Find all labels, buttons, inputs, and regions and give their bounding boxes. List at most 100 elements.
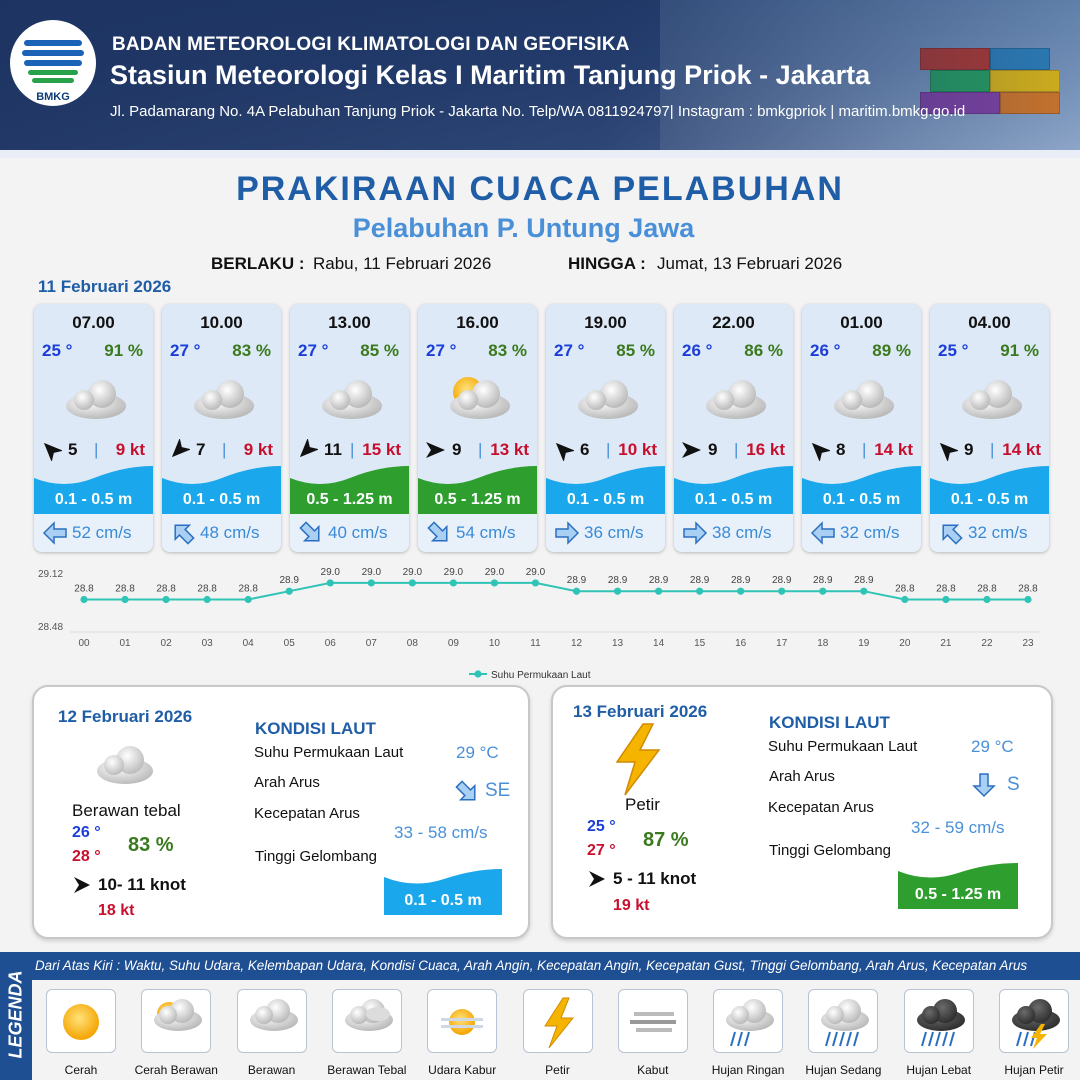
- wind-direction-icon: [680, 439, 702, 461]
- legend-description: Dari Atas Kiri : Waktu, Suhu Udara, Kele…: [35, 958, 1028, 973]
- day3-panel: 13 Februari 2026 Petir 25 ° 27 ° 87 % 5 …: [551, 685, 1053, 939]
- x-tick-label: 18: [817, 638, 829, 649]
- wind-speed: 6: [580, 440, 590, 459]
- sst-data-label: 29.0: [321, 567, 341, 578]
- legend-item-label: Berawan Tebal: [327, 1063, 407, 1077]
- sst-point: [80, 595, 88, 604]
- wind-speed: 8: [836, 440, 846, 459]
- sst-point: [983, 595, 991, 604]
- gust-speed: 15 kt: [362, 440, 401, 459]
- legend-item-label: Udara Kabur: [428, 1063, 497, 1077]
- wave-shape: [162, 466, 281, 514]
- forecast-temp: 27 °: [298, 341, 329, 360]
- sst-point: [778, 587, 786, 595]
- sst-point: [162, 595, 170, 604]
- sst-data-label: 28.8: [74, 584, 94, 595]
- day2-current-dir: SE: [485, 780, 511, 801]
- day2-current-speed-label: Kecepatan Arus: [254, 805, 360, 822]
- sst-data-label: 28.9: [772, 575, 792, 586]
- thick-cloud-icon: [344, 999, 393, 1031]
- forecast-humidity: 85 %: [360, 341, 399, 360]
- logo-wave: [28, 70, 78, 75]
- wind-direction-icon: [936, 439, 960, 463]
- legend-description-bar: Dari Atas Kiri : Waktu, Suhu Udara, Kele…: [32, 952, 1080, 980]
- sst-point: [449, 579, 457, 587]
- current-direction-icon: [938, 520, 964, 546]
- legend-item-label: Cerah Berawan: [134, 1063, 218, 1077]
- day3-wave: 0.5 - 1.25 m: [914, 886, 1002, 903]
- day3-temp-max: 27 °: [587, 842, 616, 859]
- sun-cloud-icon: [154, 999, 203, 1031]
- wave-height: 0.1 - 0.5 m: [182, 491, 261, 508]
- day3-wind: 5 - 11 knot: [613, 869, 697, 888]
- forecast-card: 22.00 26 ° 86 % 9 | 16 kt 0.1 - 0.5 m 38 cm/s: [674, 304, 793, 552]
- sst-point: [285, 587, 293, 595]
- day2-condition: Berawan tebal: [72, 801, 181, 820]
- header-banner: BMKG BADAN METEOROLOGI KLIMATOLOGI DAN G…: [0, 0, 1080, 158]
- current-speed: 54 cm/s: [456, 523, 516, 542]
- gust-speed: 14 kt: [874, 440, 913, 459]
- sst-point: [1024, 595, 1032, 604]
- org-name: BADAN METEOROLOGI KLIMATOLOGI DAN GEOFIS…: [112, 34, 630, 55]
- separator: |: [734, 440, 739, 459]
- x-tick-label: 04: [243, 638, 255, 649]
- separator: |: [990, 440, 995, 459]
- separator: |: [478, 440, 483, 459]
- thick-cloud-icon: [824, 370, 898, 424]
- day3-kondisi-label: KONDISI LAUT: [769, 713, 890, 732]
- lightning-icon: [615, 723, 661, 796]
- logo-wave: [32, 78, 74, 83]
- forecast-card: 10.00 27 ° 83 % 7 | 9 kt 0.1 - 0.5 m 48 cm/s: [162, 304, 281, 552]
- wind-direction-icon: [296, 437, 320, 461]
- thunderstorm-icon: [1012, 999, 1060, 1049]
- cloud-icon: [249, 999, 298, 1031]
- legend-item-label: Hujan Sedang: [805, 1063, 882, 1077]
- wave-height: 0.5 - 1.25 m: [434, 491, 521, 508]
- day2-wave: 0.1 - 0.5 m: [404, 892, 482, 909]
- sst-data-label: 28.9: [279, 575, 299, 586]
- sst-data-label: 28.9: [731, 575, 751, 586]
- legend: LEGENDA Dari Atas Kiri : Waktu, Suhu Uda…: [0, 952, 1080, 1080]
- separator: |: [222, 440, 227, 459]
- forecast-time: 07.00: [72, 313, 115, 332]
- light-rain-icon: [726, 999, 775, 1047]
- current-direction-icon: [298, 520, 324, 546]
- forecast-temp: 27 °: [426, 341, 457, 360]
- x-tick-label: 00: [78, 638, 90, 649]
- gust-speed: 13 kt: [490, 440, 529, 459]
- wave-height: 0.1 - 0.5 m: [694, 491, 773, 508]
- current-row: 32 cm/s: [930, 514, 1049, 552]
- lightning-icon: [543, 997, 574, 1049]
- thick-cloud-icon: [312, 370, 386, 424]
- thick-cloud-icon: [97, 746, 153, 784]
- forecast-card: 07.00 25 ° 91 % 5 | 9 kt 0.1 - 0.5 m 52 cm/s: [34, 304, 153, 552]
- sst-data-label: 28.8: [895, 584, 915, 595]
- bmkg-logo: BMKG: [10, 20, 96, 106]
- day3-sst: 29 °C: [971, 737, 1014, 756]
- legend-item: [713, 989, 784, 1053]
- legend-item: [999, 989, 1069, 1053]
- wind-direction-icon: [168, 437, 192, 461]
- x-tick-label: 09: [448, 638, 460, 649]
- wind-direction-icon: [40, 439, 64, 463]
- current-speed: 32 cm/s: [840, 523, 900, 542]
- legend-item-label: Hujan Petir: [1004, 1063, 1064, 1077]
- sst-data-label: 28.8: [936, 584, 956, 595]
- gust-speed: 14 kt: [1002, 440, 1041, 459]
- sst-data-label: 28.8: [1018, 584, 1038, 595]
- sst-data-label: 29.0: [526, 567, 546, 578]
- current-speed: 52 cm/s: [72, 523, 132, 542]
- valid-to-value: Jumat, 13 Februari 2026: [657, 254, 843, 273]
- legend-item: [236, 989, 307, 1053]
- wind-speed: 9: [708, 440, 718, 459]
- sst-point: [244, 595, 252, 604]
- forecast-temp: 25 °: [42, 341, 73, 360]
- current-row: 54 cm/s: [418, 514, 537, 552]
- current-row: 38 cm/s: [674, 514, 793, 552]
- legend-item-label: Berawan: [247, 1063, 296, 1077]
- sst-point: [572, 587, 581, 595]
- day3-sst-label: Suhu Permukaan Laut: [768, 738, 918, 755]
- sst-data-label: 29.0: [403, 567, 423, 578]
- sst-line: [84, 581, 1028, 601]
- sst-data-label: 28.8: [977, 584, 997, 595]
